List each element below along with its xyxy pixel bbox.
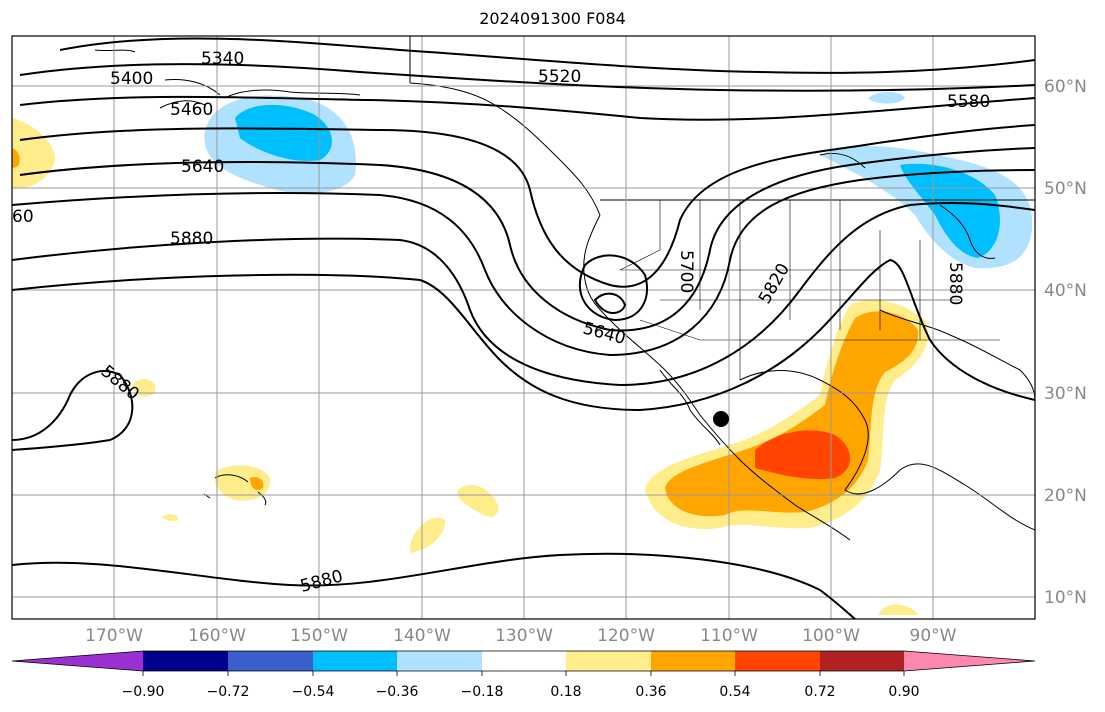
pos-anomaly-hawaii [214,465,271,501]
contour-label-5700: 5700 [676,250,696,293]
contour-label-5400: 5400 [110,69,153,89]
lat-label-20n: 20°N [1044,486,1087,506]
contour-label-5640-north: 5640 [181,157,224,177]
colorbar-tick-3: −0.54 [291,684,335,700]
height-contours [12,37,1035,619]
lat-label-10n: 10°N [1044,588,1087,608]
colorbar-bin-1 [143,651,228,671]
colorbar-tick-10: 0.90 [888,684,920,700]
lon-label-90w: 90°W [909,626,957,646]
neg-anomaly-hudson [868,92,905,104]
colorbar-tick-7: 0.36 [635,684,667,700]
pos-anomaly-dateline [12,118,55,189]
pos-anomaly-small-1 [132,379,156,397]
colorbar-tick-9: 0.72 [804,684,836,700]
colorbar-tick-8: 0.54 [719,684,751,700]
colorbar-tick-5: −0.18 [460,684,504,700]
pos-anomaly-south-pac [410,517,446,553]
colorbar-tick-4: −0.36 [375,684,419,700]
contour-label-5340: 5340 [201,49,244,69]
lon-label-150w: 150°W [290,626,348,646]
pos-anomaly-small-3 [878,604,918,615]
colorbar-bin-5 [482,651,566,671]
colorbar-tick-6: 0.18 [550,684,582,700]
graticule [12,36,1035,619]
colorbar-extend-low [12,651,143,671]
pos-anomaly-mexico-core [755,430,850,480]
pos-anomaly-east-pac [457,485,499,517]
lon-label-110w: 110°W [700,626,758,646]
colorbar-bin-8 [735,651,820,671]
colorbar-bin-3 [313,651,397,671]
pos-anomaly-mexico-mid [665,311,919,517]
lat-label-60n: 60°N [1044,77,1087,97]
contour-label-5580: 5580 [947,92,990,112]
map-frame [11,35,1036,620]
storm-center-marker [713,411,729,427]
contour-label-5880-east: 5880 [945,262,965,305]
colorbar-bin-2 [228,651,313,671]
colorbar-bin-6 [566,651,651,671]
neg-anomaly-alaska-core [235,104,332,161]
lat-label-30n: 30°N [1044,384,1087,404]
colorbar-extend-high [904,651,1035,671]
lon-label-120w: 120°W [597,626,655,646]
contour-label-5880-west: 5880 [170,229,213,249]
colorbar-bin-9 [820,651,904,671]
lat-label-50n: 50°N [1044,179,1087,199]
lon-label-140w: 140°W [393,626,451,646]
lon-label-100w: 100°W [802,626,860,646]
contour-label-60: 60 [12,207,34,227]
colorbar-bin-4 [397,651,482,671]
neg-anomaly-canada-core [900,163,1000,258]
map-title: 2024091300 F084 [479,9,626,28]
pos-anomaly-small-2 [163,514,179,521]
pos-anomaly-dateline-core [12,148,20,168]
lon-label-130w: 130°W [495,626,553,646]
lat-label-40n: 40°N [1044,281,1087,301]
lon-label-170w: 170°W [85,626,143,646]
contour-label-5520: 5520 [538,67,581,87]
colorbar-tick-2: −0.72 [206,684,250,700]
colorbar-tick-1: −0.90 [121,684,165,700]
pos-anomaly-hawaii-core [250,477,264,490]
contour-label-5460: 5460 [170,100,213,120]
lon-label-160w: 160°W [188,626,246,646]
colorbar-bin-7 [651,651,735,671]
colorbar [11,650,1036,676]
